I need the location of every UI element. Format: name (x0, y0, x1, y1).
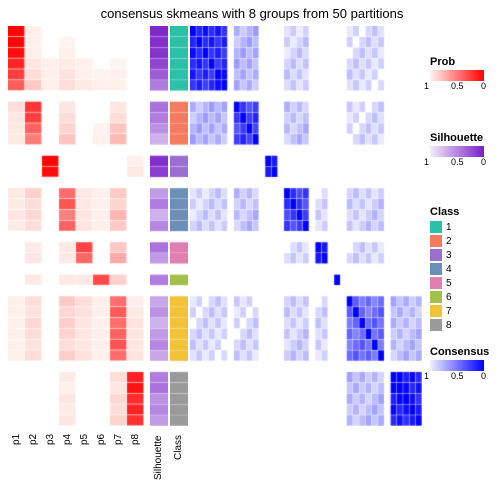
prob-col-label: p3 (45, 429, 56, 449)
legend-consensus: Consensus00.51 (430, 346, 492, 383)
prob-col-label: p5 (79, 429, 90, 449)
legend-silhouette: Silhouette00.51 (430, 132, 492, 169)
prob-col-label: p7 (113, 429, 124, 449)
prob-col-label: p1 (11, 429, 22, 449)
legend-class: Class12345678 (430, 206, 459, 332)
chart-title: consensus skmeans with 8 groups from 50 … (0, 6, 504, 21)
silhouette-axis-label: Silhouette (153, 429, 164, 487)
class-axis-label: Class (173, 429, 184, 465)
silhouette-column (150, 26, 168, 426)
prob-col-label: p4 (62, 429, 73, 449)
prob-col-label: p8 (130, 429, 141, 449)
prob-col-label: p6 (96, 429, 107, 449)
consensus-heatmap (190, 26, 422, 426)
prob-col-label: p2 (28, 429, 39, 449)
legend-prob: Prob00.51 (430, 56, 492, 93)
prob-heatmap (8, 26, 144, 426)
class-column (170, 26, 188, 426)
